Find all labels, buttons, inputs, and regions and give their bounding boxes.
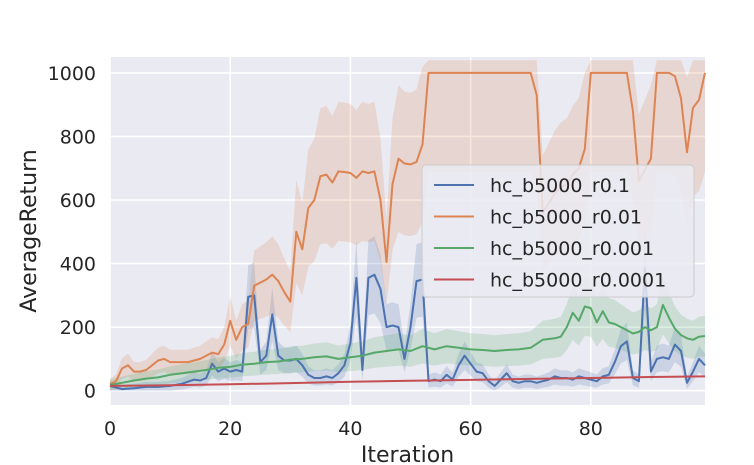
x-tick-label: 60: [459, 418, 483, 440]
series-line-1: [109, 71, 706, 386]
y-tick-label: 1000: [48, 63, 96, 85]
legend-label: hc_b5000_r0.0001: [490, 270, 666, 292]
y-tick-label: 800: [60, 126, 96, 148]
y-tick-label: 0: [84, 381, 96, 403]
x-axis-label: Iteration: [361, 443, 454, 465]
legend-label: hc_b5000_r0.1: [490, 175, 630, 197]
legend-box: [421, 164, 695, 298]
series-line-2: [109, 303, 706, 386]
x-tick-label: 20: [218, 418, 242, 440]
y-tick-label: 600: [60, 190, 96, 212]
y-tick-label: 400: [60, 254, 96, 276]
y-tick-label: 200: [60, 317, 96, 339]
x-tick-label: 0: [104, 418, 116, 440]
legend: hc_b5000_r0.1 hc_b5000_r0.01 hc_b5000_r0.0…: [421, 164, 695, 298]
series-band-1: [110, 60, 705, 391]
series-band-2: [110, 275, 705, 391]
y-axis-label: AverageReturn: [17, 149, 42, 312]
legend-label: hc_b5000_r0.001: [490, 238, 654, 260]
series-lines: [109, 71, 706, 391]
x-tick-label: 40: [338, 418, 362, 440]
legend-label: hc_b5000_r0.01: [490, 207, 642, 229]
x-tick-label: 80: [579, 418, 603, 440]
series-line-3: [109, 375, 706, 387]
